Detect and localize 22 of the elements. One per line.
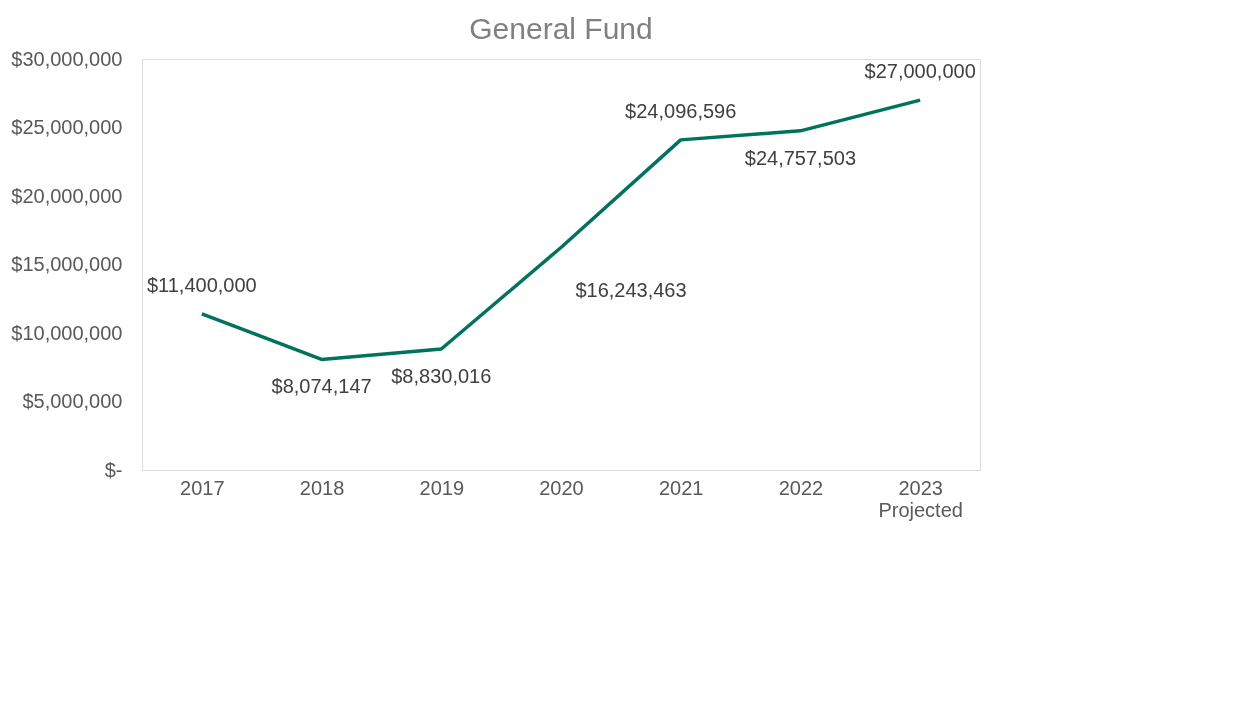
y-tick-label: $5,000,000	[22, 390, 123, 412]
data-label: $24,096,596	[625, 99, 737, 122]
chart-title: General Fund	[469, 12, 653, 45]
data-label: $27,000,000	[864, 60, 976, 83]
x-tick-label: 2020	[539, 476, 584, 499]
data-label: $8,074,147	[271, 375, 372, 398]
x-tick-label: 2023 Projected	[878, 476, 963, 521]
y-tick-label: $10,000,000	[11, 321, 123, 344]
x-tick-label: 2018	[299, 476, 345, 499]
y-tick-label: $20,000,000	[11, 184, 123, 207]
y-tick-label: $25,000,000	[11, 116, 123, 138]
x-tick-label: 2019	[419, 476, 465, 499]
y-tick-label: $-	[104, 458, 123, 481]
x-tick-label: 2017	[180, 476, 225, 499]
x-tick-label: 2021	[658, 476, 704, 499]
x-tick-label: 2022	[778, 476, 824, 499]
data-label: $16,243,463	[575, 279, 687, 302]
data-label: $8,830,016	[391, 365, 492, 388]
data-label: $11,400,000	[146, 273, 257, 296]
y-tick-label: $15,000,000	[11, 253, 123, 275]
y-tick-label: $30,000,000	[11, 47, 123, 70]
data-label: $24,757,503	[744, 146, 857, 169]
